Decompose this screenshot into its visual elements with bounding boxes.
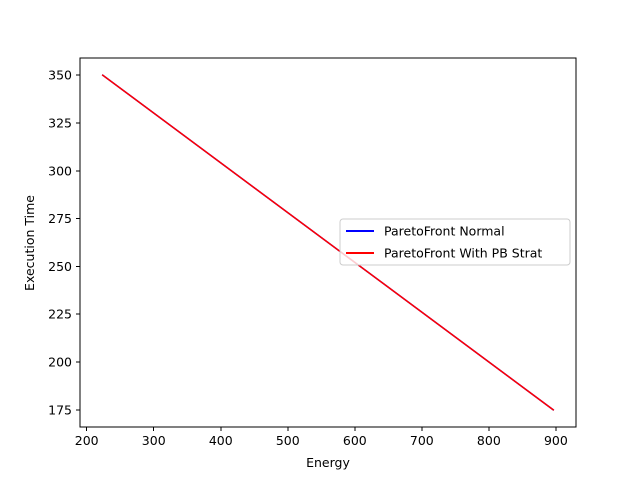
x-axis-label: Energy [306, 455, 350, 470]
y-tick-label: 300 [48, 163, 72, 178]
y-tick-label: 325 [48, 116, 72, 131]
x-tick-label: 800 [477, 433, 501, 448]
y-tick-label: 225 [48, 307, 72, 322]
y-tick-label: 200 [48, 354, 72, 369]
x-tick-label: 300 [142, 433, 166, 448]
y-tick-label: 350 [48, 68, 72, 83]
legend-label-paretofront-pb-strat: ParetoFront With PB Strat [384, 246, 542, 261]
x-tick-label: 600 [343, 433, 367, 448]
x-axis: 200 300 400 500 600 700 800 900 [75, 427, 568, 448]
y-tick-label: 250 [48, 259, 72, 274]
x-tick-label: 400 [209, 433, 233, 448]
x-tick-label: 200 [75, 433, 99, 448]
series-layer [101, 74, 555, 411]
x-tick-label: 500 [276, 433, 300, 448]
legend-box [339, 218, 571, 266]
legend-label-paretofront-normal: ParetoFront Normal [384, 224, 505, 239]
y-axis: 175 200 225 250 275 300 325 350 [48, 68, 80, 417]
x-tick-label: 700 [410, 433, 434, 448]
y-tick-label: 275 [48, 211, 72, 226]
plot-frame [79, 57, 577, 428]
x-tick-label: 900 [544, 433, 568, 448]
legend: ParetoFront Normal ParetoFront With PB S… [339, 218, 571, 266]
y-axis-label: Execution Time [22, 195, 37, 291]
series-line-paretofront-with-pb-strat [101, 74, 555, 411]
y-tick-label: 175 [48, 402, 72, 417]
